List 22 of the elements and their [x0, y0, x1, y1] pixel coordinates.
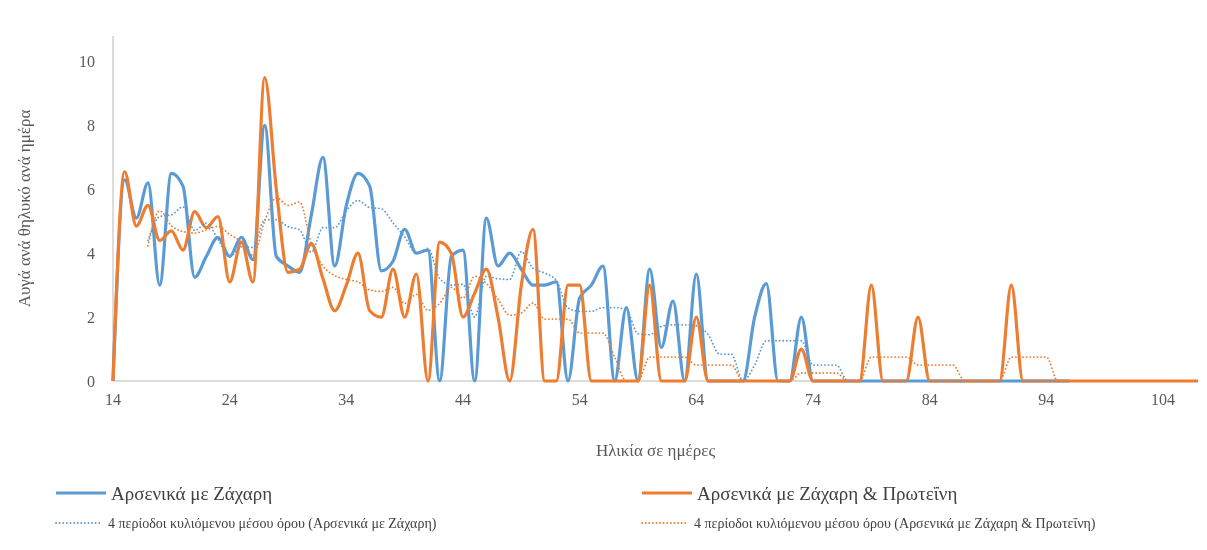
x-tick-label: 74: [805, 391, 821, 408]
legend-label: Αρσενικά με Ζάχαρη: [111, 482, 273, 504]
y-tick-label: 10: [79, 53, 95, 71]
x-tick-label: 94: [1038, 391, 1055, 408]
x-tick-label: 24: [221, 391, 238, 408]
legend-label: Αρσενικά με Ζάχαρη & Πρωτεΐνη: [697, 482, 958, 504]
x-tick-label: 84: [921, 391, 938, 408]
y-tick-label: 0: [87, 372, 95, 390]
x-tick-label: 44: [455, 391, 471, 408]
legend-label: 4 περίοδοι κυλιόμενου μέσου όρου (Αρσενικά με Ζάχαρη): [108, 515, 437, 532]
legend-label: 4 περίοδοι κυλιόμενου μέσου όρου (Αρσενικά με Ζάχαρη & Πρωτεΐνη): [694, 515, 1096, 532]
x-tick-label: 34: [338, 391, 355, 408]
y-tick-label: 2: [87, 308, 95, 326]
y-tick-label: 8: [87, 117, 95, 135]
y-tick-label: 4: [87, 244, 95, 262]
y-axis-title: Αυγά ανά θηλυκό ανά ημέρα: [15, 109, 34, 308]
y-tick-label: 6: [87, 180, 95, 198]
x-tick-label: 104: [1151, 391, 1175, 408]
x-tick-label: 54: [571, 391, 588, 408]
x-axis-title: Ηλικία σε ημέρες: [595, 441, 716, 460]
x-tick-label: 64: [688, 391, 705, 408]
x-tick-label: 14: [105, 391, 121, 408]
